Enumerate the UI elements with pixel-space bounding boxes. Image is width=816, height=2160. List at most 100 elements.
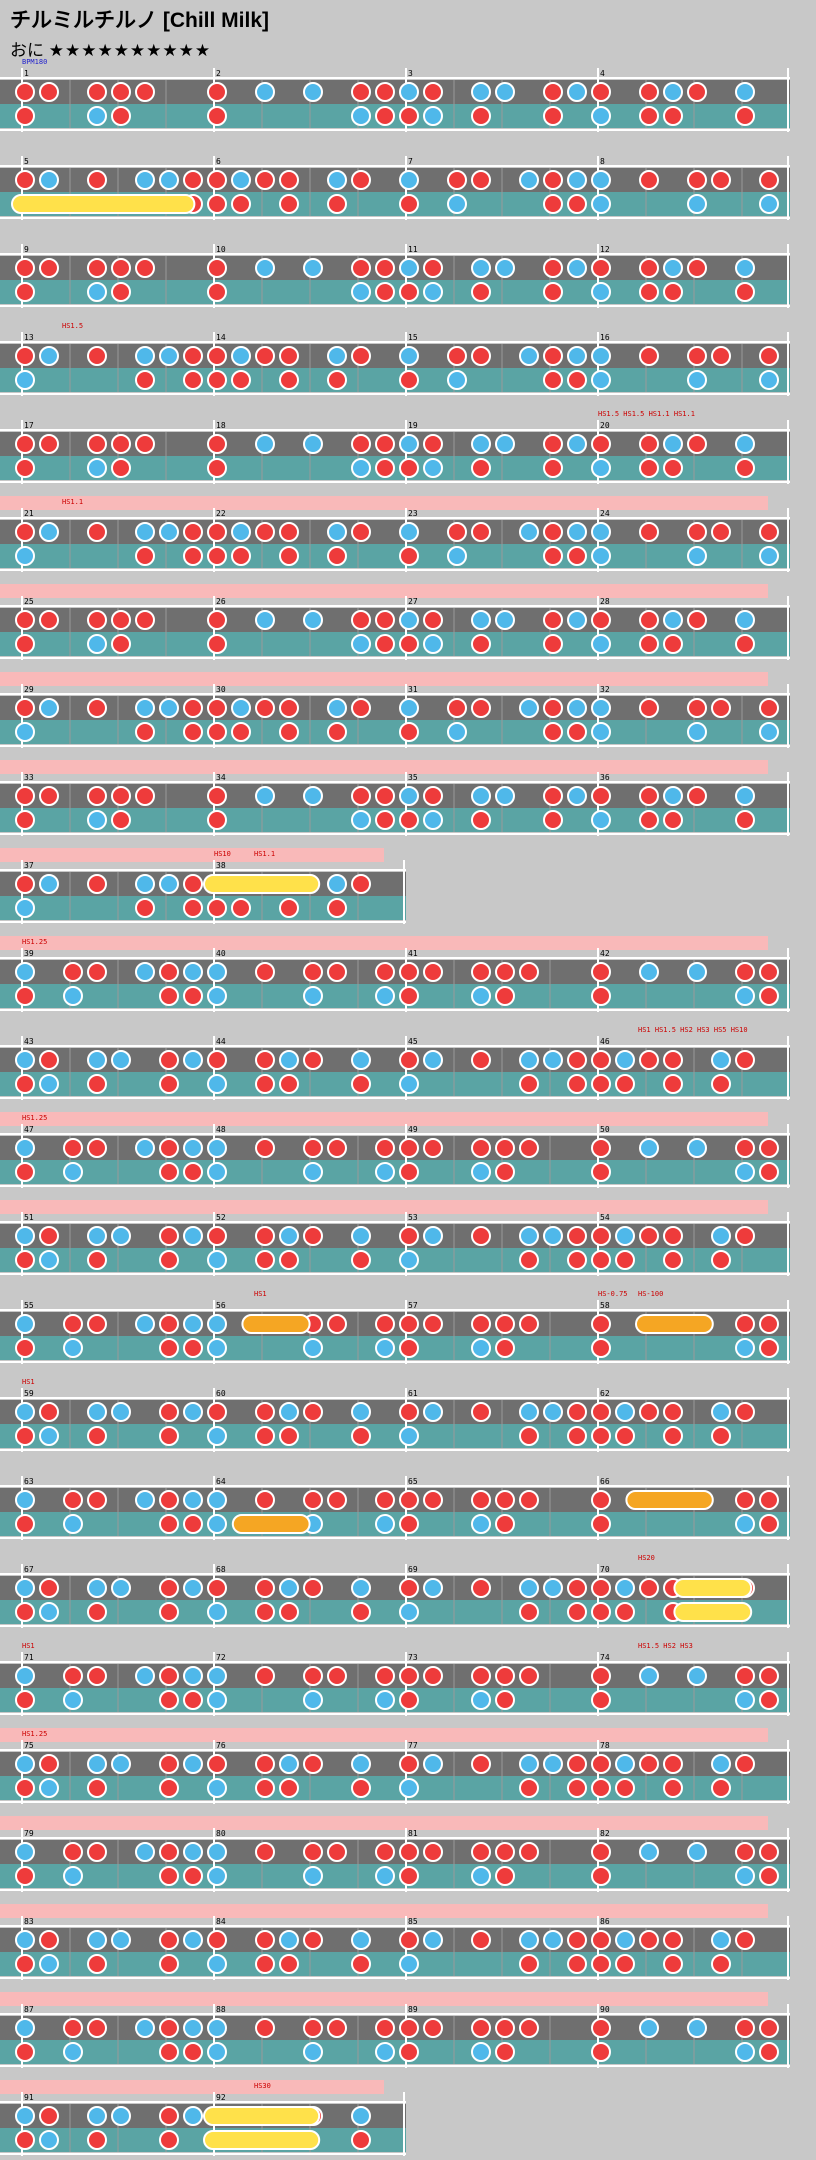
don-note [591,434,611,454]
don-note [639,1226,659,1246]
don-note [159,1426,179,1446]
ka-note [471,1690,491,1710]
don-note [423,962,443,982]
don-note [159,1402,179,1422]
ka-note [15,1754,35,1774]
gogo-band [576,584,768,598]
don-note [543,170,563,190]
ka-note [63,1338,83,1358]
drumroll-bar [203,874,321,894]
don-note [471,1226,491,1246]
don-note [135,898,155,918]
measure-number: 10 [216,245,226,254]
don-note [303,2018,323,2038]
ka-note [39,522,59,542]
don-note [159,1930,179,1950]
ka-note [615,1578,635,1598]
don-note [87,1954,107,1974]
event-label: HS1 [22,1642,35,1650]
ka-note [663,82,683,102]
ka-note [567,82,587,102]
ka-note [39,874,59,894]
don-note [159,1778,179,1798]
don-note [519,1842,539,1862]
measure-number: 62 [600,1389,610,1398]
ka-note [15,546,35,566]
don-note [519,1490,539,1510]
don-note [375,434,395,454]
don-note [87,2018,107,2038]
don-note [159,1338,179,1358]
don-note [399,1866,419,1886]
don-note [471,1490,491,1510]
gogo-band [0,1200,214,1214]
don-note [399,722,419,742]
don-note [255,698,275,718]
don-note [759,1314,779,1334]
don-note [495,1666,515,1686]
ka-note [351,106,371,126]
ka-note [135,2018,155,2038]
ka-note [207,1338,227,1358]
lane-bottom [0,1600,790,1624]
ka-note [735,986,755,1006]
ka-note [39,1954,59,1974]
gogo-band [384,1112,576,1126]
ka-note [255,82,275,102]
ka-note [591,194,611,214]
ka-note [447,194,467,214]
ka-note [399,1250,419,1270]
don-note [183,874,203,894]
ka-note [255,786,275,806]
don-note [471,1314,491,1334]
ka-note [399,1954,419,1974]
don-note [63,1666,83,1686]
don-note [399,2018,419,2038]
measure-number: 34 [216,773,226,782]
ka-note [279,1754,299,1774]
event-label: HS1.1 [62,498,83,506]
ka-note [207,1778,227,1798]
don-note [567,1930,587,1950]
don-note [735,962,755,982]
ka-note [495,82,515,102]
don-note [399,1402,419,1422]
don-note [471,810,491,830]
ka-note [183,1314,203,1334]
don-note [495,1866,515,1886]
don-note [303,1842,323,1862]
ka-note [87,1578,107,1598]
don-note [591,962,611,982]
ka-note [207,1162,227,1182]
don-note [399,1754,419,1774]
ka-note [351,634,371,654]
don-note [255,1666,275,1686]
don-note [255,1490,275,1510]
measure-number: 17 [24,421,34,430]
ka-note [711,1050,731,1070]
ka-note [303,258,323,278]
ka-note [591,546,611,566]
don-note [759,1162,779,1182]
ka-note [735,1514,755,1534]
don-note [591,786,611,806]
don-note [15,458,35,478]
don-note [111,786,131,806]
measure-number: 78 [600,1741,610,1750]
ka-note [87,1226,107,1246]
don-note [375,258,395,278]
gogo-band [192,496,384,510]
don-note [471,1754,491,1774]
measure-number: 72 [216,1653,226,1662]
don-note [399,962,419,982]
ka-note [327,522,347,542]
measure-number: 1 [24,69,29,78]
measure-number: 19 [408,421,418,430]
don-note [207,170,227,190]
don-note [591,610,611,630]
difficulty-stars: ★★★★★★★★★★ [48,41,212,61]
don-note [687,82,707,102]
measure-number: 18 [216,421,226,430]
measure-number: 77 [408,1741,418,1750]
don-note [423,434,443,454]
